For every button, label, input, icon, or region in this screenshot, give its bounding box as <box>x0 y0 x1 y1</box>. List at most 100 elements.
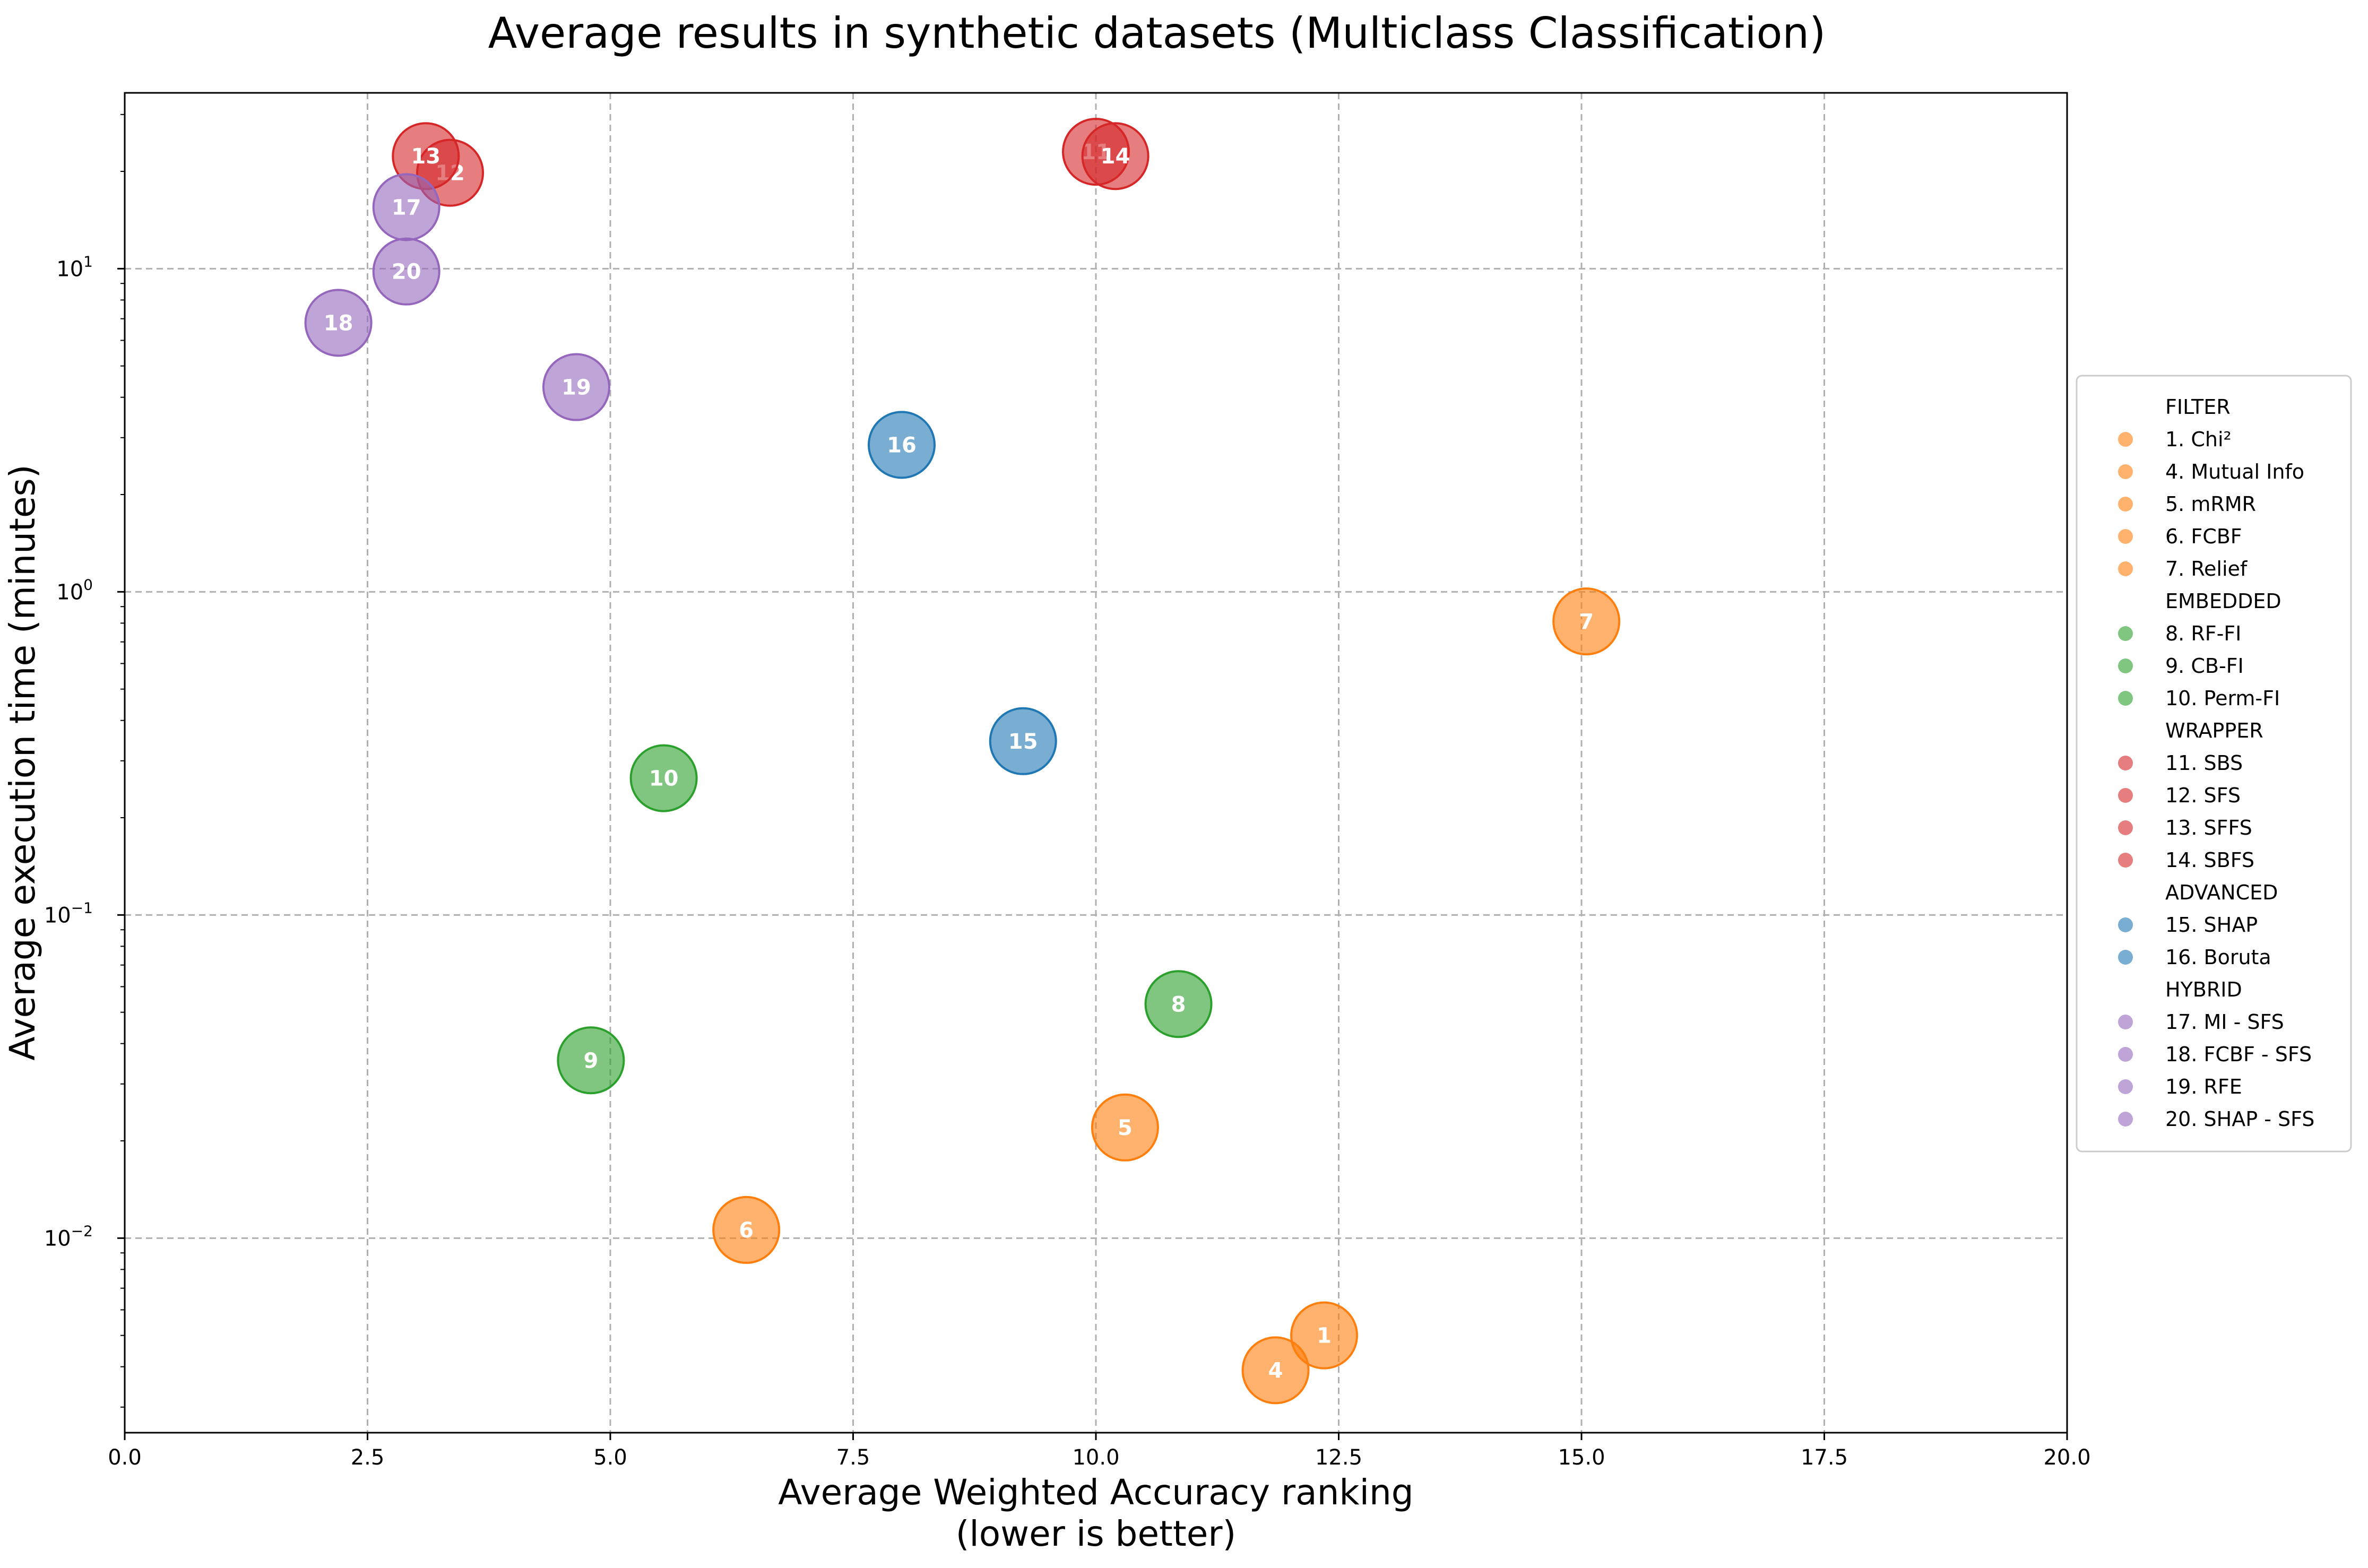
legend-items: FILTER 1. Chi² 4. Mutual Info 5. mRMR 6. FCB… <box>2118 395 2314 1131</box>
chart-title: Average results in synthetic datasets (M… <box>488 8 1826 58</box>
y-tick-label: 101 <box>56 253 93 281</box>
y-tick-label: 10−1 <box>44 899 93 928</box>
legend-item-5: 5. mRMR <box>2165 492 2256 516</box>
x-tick-label: 10.0 <box>1072 1445 1119 1470</box>
point-18: 18 <box>304 289 373 357</box>
legend-marker <box>2118 1112 2133 1127</box>
legend-marker <box>2118 626 2133 641</box>
y-tick-label: 100 <box>56 576 93 604</box>
bubble-15 <box>989 707 1057 775</box>
x-tick-label: 2.5 <box>351 1445 385 1470</box>
legend-marker <box>2118 950 2133 965</box>
bubble-label-19: 19 <box>561 376 591 400</box>
legend-item-4: 4. Mutual Info <box>2165 460 2304 483</box>
bubble-9 <box>557 1026 625 1095</box>
legend-marker <box>2118 464 2133 479</box>
legend-group-advanced: ADVANCED <box>2165 881 2278 904</box>
point-14: 14 <box>1081 122 1150 190</box>
bubble-label-6: 6 <box>739 1218 754 1243</box>
point-17: 17 <box>372 173 440 241</box>
point-4: 4 <box>1241 1336 1310 1405</box>
x-axis-ticks: 0.0 2.5 5.0 7.5 10.0 12.5 15.0 17.5 20.0 <box>108 1433 2091 1470</box>
y-axis-ticks: 10−2 10−1 100 101 <box>44 114 125 1408</box>
legend-marker <box>2118 820 2133 835</box>
bubble-label-18: 18 <box>324 311 353 335</box>
legend-item-12: 12. SFS <box>2165 784 2241 807</box>
legend-marker <box>2118 1079 2133 1094</box>
legend-item-16: 16. Boruta <box>2165 946 2271 969</box>
point-6: 6 <box>712 1196 781 1264</box>
legend-item-14: 14. SBFS <box>2165 848 2254 872</box>
bubble-label-17: 17 <box>392 195 421 220</box>
bubble-label-8: 8 <box>1171 992 1186 1017</box>
legend-marker <box>2118 529 2133 544</box>
bubble-label-20: 20 <box>392 260 421 284</box>
point-8: 8 <box>1144 970 1213 1038</box>
bubble-label-1: 1 <box>1317 1324 1332 1348</box>
x-axis-label-subtitle: (lower is better) <box>956 1513 1237 1554</box>
legend-item-17: 17. MI - SFS <box>2165 1010 2284 1034</box>
point-13: 13 <box>392 122 460 190</box>
bubble-label-15: 15 <box>1008 730 1038 754</box>
y-axis-label: Average execution time (minutes) <box>2 464 43 1060</box>
x-tick-label: 17.5 <box>1801 1445 1848 1470</box>
x-axis-label: Average Weighted Accuracy ranking <box>778 1472 1413 1513</box>
grid <box>125 93 2067 1433</box>
legend-group-wrapper: WRAPPER <box>2165 719 2263 742</box>
point-10: 10 <box>629 744 698 812</box>
legend-marker <box>2118 432 2133 447</box>
legend-group-filter: FILTER <box>2165 395 2231 419</box>
legend-item-19: 19. RFE <box>2165 1075 2242 1098</box>
legend-marker <box>2118 659 2133 673</box>
bubble-19 <box>542 353 610 421</box>
x-tick-label: 15.0 <box>1558 1445 1605 1470</box>
point-9: 9 <box>557 1026 625 1095</box>
bubble-8 <box>1144 970 1213 1038</box>
legend-marker <box>2118 691 2133 706</box>
point-7: 7 <box>1552 587 1621 656</box>
bubble-label-13: 13 <box>411 144 440 169</box>
legend-item-7: 7. Relief <box>2165 557 2248 581</box>
point-20: 20 <box>372 237 440 306</box>
legend-item-15: 15. SHAP <box>2165 913 2258 937</box>
legend-marker <box>2118 853 2133 868</box>
point-5: 5 <box>1091 1093 1159 1162</box>
legend-marker <box>2118 788 2133 803</box>
legend-item-18: 18. FCBF - SFS <box>2165 1043 2312 1066</box>
point-15: 15 <box>989 707 1057 775</box>
legend-marker <box>2118 561 2133 576</box>
x-tick-label: 5.0 <box>593 1445 627 1470</box>
bubble-6 <box>712 1196 781 1264</box>
legend-item-1: 1. Chi² <box>2165 428 2232 451</box>
bubble-label-5: 5 <box>1118 1116 1133 1140</box>
legend: FILTER 1. Chi² 4. Mutual Info 5. mRMR 6. FCB… <box>2076 375 2352 1153</box>
legend-item-6: 6. FCBF <box>2165 525 2242 548</box>
bubble-18 <box>304 289 373 357</box>
bubble-label-7: 7 <box>1579 610 1594 634</box>
legend-item-11: 11. SBS <box>2165 751 2243 775</box>
legend-marker <box>2118 917 2133 932</box>
legend-marker <box>2118 756 2133 770</box>
point-16: 16 <box>868 411 936 479</box>
data-points: 14567891011121314151617181920 <box>304 118 1621 1405</box>
y-tick-label: 10−2 <box>44 1222 93 1251</box>
legend-marker <box>2118 497 2133 512</box>
point-1: 1 <box>1290 1301 1359 1370</box>
bubble-label-14: 14 <box>1101 144 1130 169</box>
bubble-10 <box>629 744 698 812</box>
legend-marker <box>2118 1015 2133 1029</box>
bubble-4 <box>1241 1336 1310 1405</box>
legend-item-13: 13. SFFS <box>2165 816 2252 839</box>
bubble-label-4: 4 <box>1268 1358 1283 1383</box>
bubble-label-10: 10 <box>649 767 679 791</box>
bubble-14 <box>1081 122 1150 190</box>
point-19: 19 <box>542 353 610 421</box>
legend-group-hybrid: HYBRID <box>2165 978 2242 1001</box>
x-tick-label: 12.5 <box>1315 1445 1362 1470</box>
legend-marker <box>2118 1047 2133 1062</box>
bubble-label-9: 9 <box>583 1049 598 1073</box>
legend-item-20: 20. SHAP - SFS <box>2165 1107 2314 1131</box>
x-tick-label: 20.0 <box>2043 1445 2090 1470</box>
bubble-7 <box>1552 587 1621 656</box>
